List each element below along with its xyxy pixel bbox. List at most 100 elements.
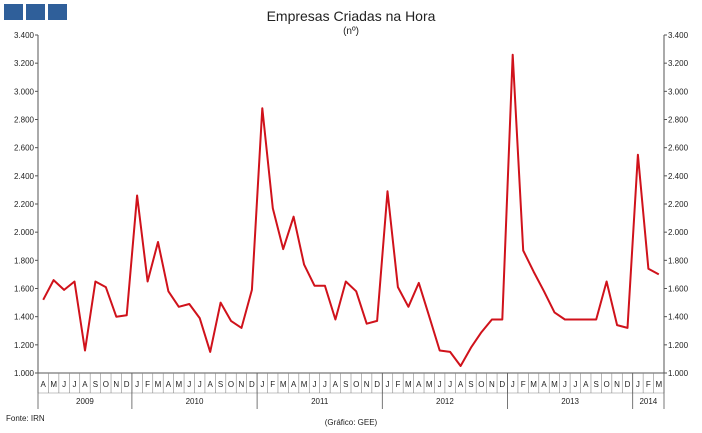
month-label: A (41, 380, 47, 389)
y-tick-label-left: 1.400 (14, 313, 35, 322)
logo-block (26, 4, 45, 20)
year-label: 2014 (639, 397, 657, 406)
y-tick-label-right: 2.600 (668, 144, 689, 153)
month-label: M (405, 380, 412, 389)
month-label: N (239, 380, 245, 389)
y-tick-label-right: 2.400 (668, 172, 689, 181)
month-label: J (198, 380, 202, 389)
month-label: D (374, 380, 380, 389)
y-tick-label-left: 2.000 (14, 228, 35, 237)
month-label: N (489, 380, 495, 389)
chart-title: Empresas Criadas na Hora (266, 8, 436, 24)
month-label: J (312, 380, 316, 389)
logo-block (4, 4, 23, 20)
month-label: A (416, 380, 422, 389)
month-label: M (530, 380, 537, 389)
logo (4, 4, 67, 20)
month-label: S (218, 380, 223, 389)
y-tick-label-left: 2.400 (14, 172, 35, 181)
month-label: J (135, 380, 139, 389)
month-label: N (614, 380, 620, 389)
month-label: J (573, 380, 577, 389)
month-label: F (270, 380, 275, 389)
y-tick-label-right: 1.600 (668, 285, 689, 294)
month-label: J (511, 380, 515, 389)
month-label: A (458, 380, 464, 389)
month-label: N (364, 380, 370, 389)
y-tick-label-right: 2.800 (668, 116, 689, 125)
month-label: M (280, 380, 287, 389)
month-label: O (353, 380, 359, 389)
month-label: A (82, 380, 88, 389)
y-tick-label-left: 2.200 (14, 200, 35, 209)
month-label: J (73, 380, 77, 389)
month-label: J (563, 380, 567, 389)
chart-subtitle: (nº) (343, 26, 359, 37)
y-tick-label-right: 2.200 (668, 200, 689, 209)
y-tick-label-left: 1.200 (14, 341, 35, 350)
y-tick-label-left: 2.800 (14, 116, 35, 125)
year-label: 2013 (561, 397, 579, 406)
month-label: D (499, 380, 505, 389)
month-label: A (333, 380, 339, 389)
month-label: J (187, 380, 191, 389)
y-tick-label-left: 1.800 (14, 256, 35, 265)
month-label: D (124, 380, 130, 389)
y-tick-label-right: 1.000 (668, 369, 689, 378)
y-tick-label-right: 1.800 (668, 256, 689, 265)
month-label: A (541, 380, 547, 389)
y-tick-label-left: 3.000 (14, 87, 35, 96)
y-tick-label-right: 2.000 (668, 228, 689, 237)
month-label: F (396, 380, 401, 389)
y-tick-label-left: 3.400 (14, 31, 35, 40)
month-label: F (145, 380, 150, 389)
year-label: 2012 (436, 397, 454, 406)
y-tick-label-right: 1.200 (668, 341, 689, 350)
month-label: M (155, 380, 162, 389)
month-label: M (551, 380, 558, 389)
series-line (42, 53, 660, 367)
month-label: J (438, 380, 442, 389)
y-tick-label-left: 3.200 (14, 59, 35, 68)
logo-block (48, 4, 67, 20)
month-label: J (448, 380, 452, 389)
month-label: S (594, 380, 599, 389)
year-label: 2011 (311, 397, 329, 406)
month-label: J (386, 380, 390, 389)
month-label: A (207, 380, 213, 389)
month-label: J (62, 380, 66, 389)
y-tick-label-left: 1.600 (14, 285, 35, 294)
year-label: 2009 (76, 397, 94, 406)
month-label: O (103, 380, 109, 389)
month-label: M (426, 380, 433, 389)
month-label: S (468, 380, 473, 389)
y-tick-label-right: 3.200 (668, 59, 689, 68)
month-label: N (113, 380, 119, 389)
month-label: J (323, 380, 327, 389)
month-label: S (343, 380, 348, 389)
month-label: S (93, 380, 98, 389)
month-label: O (228, 380, 234, 389)
month-label: J (636, 380, 640, 389)
month-label: M (50, 380, 57, 389)
y-tick-label-right: 3.000 (668, 87, 689, 96)
source-note: Fonte: IRN (6, 414, 45, 423)
y-tick-label-left: 2.600 (14, 144, 35, 153)
month-label: A (166, 380, 172, 389)
month-label: A (291, 380, 297, 389)
month-label: M (655, 380, 662, 389)
month-label: M (301, 380, 308, 389)
month-label: A (583, 380, 589, 389)
y-tick-label-right: 3.400 (668, 31, 689, 40)
month-label: F (646, 380, 651, 389)
month-label: J (260, 380, 264, 389)
month-label: O (603, 380, 609, 389)
y-tick-label-left: 1.000 (14, 369, 35, 378)
month-label: F (521, 380, 526, 389)
credit-note: (Gráfico: GEE) (324, 418, 378, 427)
month-label: O (478, 380, 484, 389)
year-label: 2010 (186, 397, 204, 406)
month-label: D (625, 380, 631, 389)
month-label: D (249, 380, 255, 389)
